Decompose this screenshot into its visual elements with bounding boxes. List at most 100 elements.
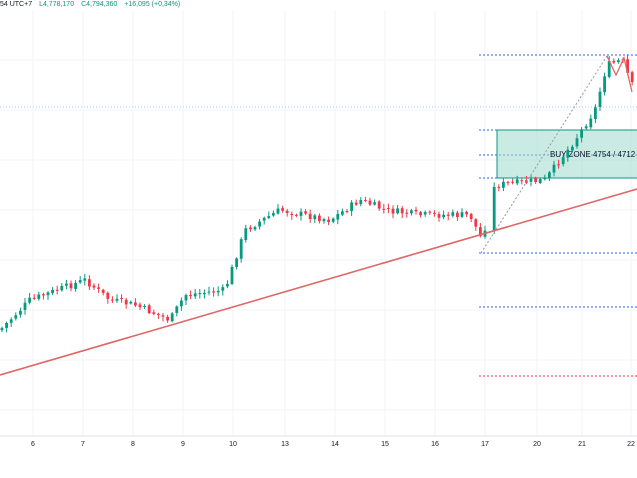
candle-body <box>161 315 165 317</box>
close-value: C4,794,360 <box>81 1 118 8</box>
candle-body <box>571 146 574 151</box>
candle-body <box>19 310 22 315</box>
chart-header: 54 UTC+7 L4,778,170 C4,794,360 +16,095 (… <box>0 0 185 10</box>
candle-body <box>166 316 169 321</box>
x-tick-label: 9 <box>181 441 185 448</box>
candle-body <box>276 208 280 214</box>
candle-body <box>60 285 64 291</box>
low-value: L4,778,170 <box>39 1 75 8</box>
candle-body <box>396 208 399 214</box>
candle-body <box>543 178 547 180</box>
candle-body <box>575 138 579 147</box>
candle-body <box>331 218 335 222</box>
candle-body <box>364 200 367 202</box>
candle-body <box>465 211 468 215</box>
candle-body <box>437 214 441 218</box>
candle-body <box>258 221 261 227</box>
buy-zone-label: BUY ZONE 4754 / 4712 / 4 <box>550 150 637 159</box>
candle-body <box>617 60 620 63</box>
candle-body <box>55 289 59 291</box>
candle-body <box>506 182 510 184</box>
candle-body <box>612 60 616 63</box>
candle-body <box>152 312 156 314</box>
candle-body <box>391 208 395 214</box>
candle-body <box>548 172 551 179</box>
x-tick-label: 10 <box>229 441 237 448</box>
candle-body <box>175 306 179 313</box>
candle-body <box>285 210 289 214</box>
price-levels <box>0 54 637 377</box>
candle-body <box>598 91 602 108</box>
candle-body <box>630 72 634 82</box>
candle-body <box>138 304 142 308</box>
x-tick-label: 14 <box>331 441 339 448</box>
candle-body <box>446 214 450 216</box>
candle-body <box>589 118 593 128</box>
candle-body <box>492 186 496 231</box>
candle-body <box>295 214 298 216</box>
candle-body <box>216 290 220 293</box>
candle-body <box>14 315 18 319</box>
x-tick-label: 16 <box>431 441 439 448</box>
candle-body <box>65 283 68 286</box>
candle-body <box>456 212 459 217</box>
candle-body <box>534 177 537 183</box>
x-tick-label: 20 <box>533 441 541 448</box>
candle-body <box>580 129 583 138</box>
candle-body <box>584 126 588 129</box>
x-tick-label: 7 <box>81 441 85 448</box>
candle-body <box>405 212 409 214</box>
candle-body <box>170 313 174 322</box>
timezone-label: 54 UTC+7 <box>0 1 33 8</box>
candle-body <box>157 313 160 315</box>
candle-body <box>387 208 390 210</box>
candle-body <box>226 283 229 287</box>
candle-body <box>51 289 54 294</box>
candle-body <box>341 211 344 215</box>
candle-body <box>37 294 41 299</box>
candle-body <box>207 291 211 293</box>
candle-body <box>538 179 542 184</box>
candle-body <box>350 202 353 212</box>
candle-body <box>428 211 432 213</box>
candle-body <box>193 293 197 297</box>
x-tick-label: 8 <box>131 441 135 448</box>
candle-body <box>23 302 27 310</box>
candle-body <box>520 180 524 182</box>
change-value: +16,095 (+0,34%) <box>124 1 181 8</box>
candle-body <box>9 319 13 323</box>
candle-body <box>235 258 238 267</box>
candle-body <box>442 214 445 218</box>
candle-body <box>129 301 133 304</box>
candle-body <box>203 292 206 295</box>
candle-body <box>354 202 358 205</box>
candle-body <box>318 215 321 222</box>
candle-body <box>479 227 482 237</box>
path-drawing <box>606 55 633 93</box>
candle-body <box>502 181 505 188</box>
x-tick-label: 21 <box>578 441 586 448</box>
candle-body <box>423 212 427 215</box>
candle-body <box>419 212 422 216</box>
candle-body <box>42 294 45 296</box>
candle-body <box>511 181 514 183</box>
candle-body <box>32 297 36 299</box>
candle-body <box>262 217 266 221</box>
x-tick-label: 22 <box>627 441 635 448</box>
trendline[interactable] <box>0 55 637 376</box>
candle-body <box>189 295 192 297</box>
candle-body <box>382 208 386 210</box>
grid <box>0 10 637 437</box>
candle-body <box>244 228 248 241</box>
candle-body <box>143 306 146 308</box>
candle-body <box>74 282 77 289</box>
x-tick-label: 6 <box>31 441 35 448</box>
candle-body <box>106 292 110 299</box>
candle-body <box>184 295 188 301</box>
candle-body <box>120 298 123 300</box>
candle-body <box>198 293 202 295</box>
candle-body <box>552 164 556 173</box>
candle-body <box>345 211 349 213</box>
x-axis: 6 7 8 9 10 13 14 15 16 17 20 21 22 <box>31 441 635 448</box>
